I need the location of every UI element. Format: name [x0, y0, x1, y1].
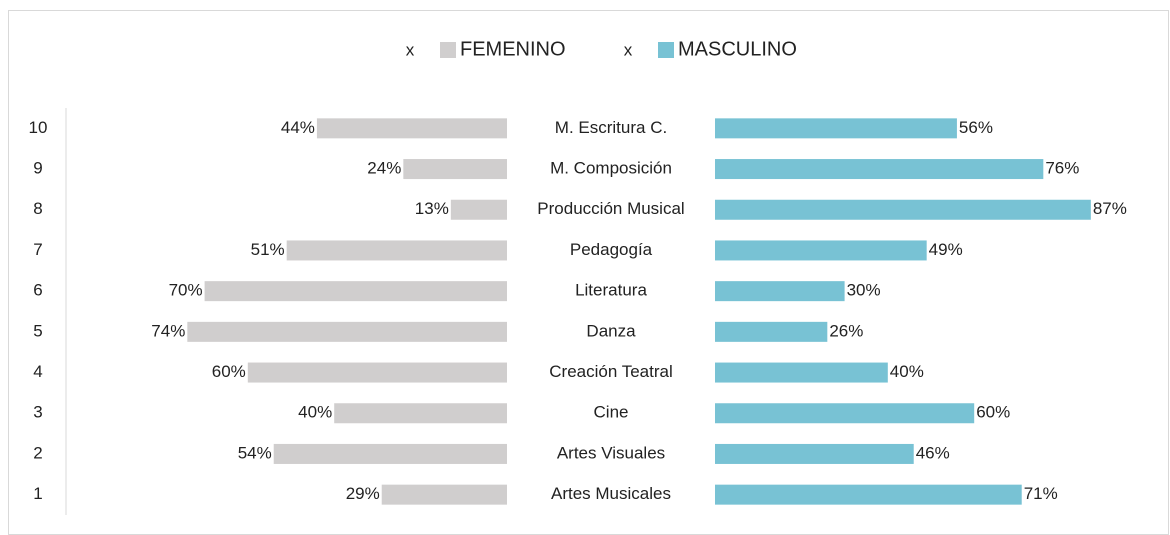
chart-border [8, 10, 1169, 535]
bar [715, 199, 1091, 220]
value-label: 13% [415, 199, 449, 218]
value-label: 46% [916, 443, 950, 462]
legend-swatch [440, 42, 456, 58]
category-label: Creación Teatral [549, 362, 672, 381]
bar [715, 159, 1044, 180]
bar [715, 403, 975, 424]
value-label: 71% [1024, 484, 1058, 503]
value-label: 24% [367, 159, 401, 178]
category-label: Artes Musicales [551, 484, 671, 503]
category-label: Cine [594, 403, 629, 422]
bar [247, 362, 508, 383]
bar [715, 281, 845, 302]
row-number: 6 [33, 281, 42, 300]
value-label: 29% [346, 484, 380, 503]
bar [715, 118, 957, 139]
row-number: 9 [33, 159, 42, 178]
bar [715, 484, 1022, 505]
value-label: 60% [212, 362, 246, 381]
row-number: 3 [33, 403, 42, 422]
row-number: 1 [33, 484, 42, 503]
category-label: Artes Visuales [557, 443, 665, 462]
row-number: 7 [33, 240, 42, 259]
legend-label: MASCULINO [678, 38, 797, 60]
legend-marker: x [406, 40, 415, 59]
legend-label: FEMENINO [460, 38, 566, 60]
row-number: 8 [33, 199, 42, 218]
bar [273, 443, 507, 464]
bar [204, 281, 507, 302]
value-label: 49% [929, 240, 963, 259]
value-label: 40% [298, 403, 332, 422]
value-label: 44% [281, 118, 315, 137]
bar [187, 321, 507, 342]
bar [715, 321, 828, 342]
bar [381, 484, 507, 505]
category-label: M. Escritura C. [555, 118, 667, 137]
row-number: 2 [33, 443, 42, 462]
category-label: Producción Musical [537, 199, 684, 218]
value-label: 76% [1045, 159, 1079, 178]
bar [403, 159, 507, 180]
bar [715, 240, 927, 261]
value-label: 30% [847, 281, 881, 300]
bar [715, 443, 914, 464]
bar [334, 403, 507, 424]
row-number: 4 [33, 362, 42, 381]
category-label: Danza [586, 321, 636, 340]
category-label: Literatura [575, 281, 647, 300]
value-label: 70% [169, 281, 203, 300]
bar [286, 240, 507, 261]
value-label: 56% [959, 118, 993, 137]
row-number: 10 [29, 118, 48, 137]
value-label: 51% [251, 240, 285, 259]
value-label: 26% [829, 321, 863, 340]
row-number: 5 [33, 321, 42, 340]
value-label: 87% [1093, 199, 1127, 218]
bar [316, 118, 507, 139]
legend-marker: x [624, 40, 633, 59]
bar [715, 362, 888, 383]
value-label: 54% [238, 443, 272, 462]
legend-swatch [658, 42, 674, 58]
value-label: 74% [151, 321, 185, 340]
category-label: Pedagogía [570, 240, 653, 259]
category-label: M. Composición [550, 159, 672, 178]
value-label: 40% [890, 362, 924, 381]
value-label: 60% [976, 403, 1010, 422]
bar [450, 199, 507, 220]
